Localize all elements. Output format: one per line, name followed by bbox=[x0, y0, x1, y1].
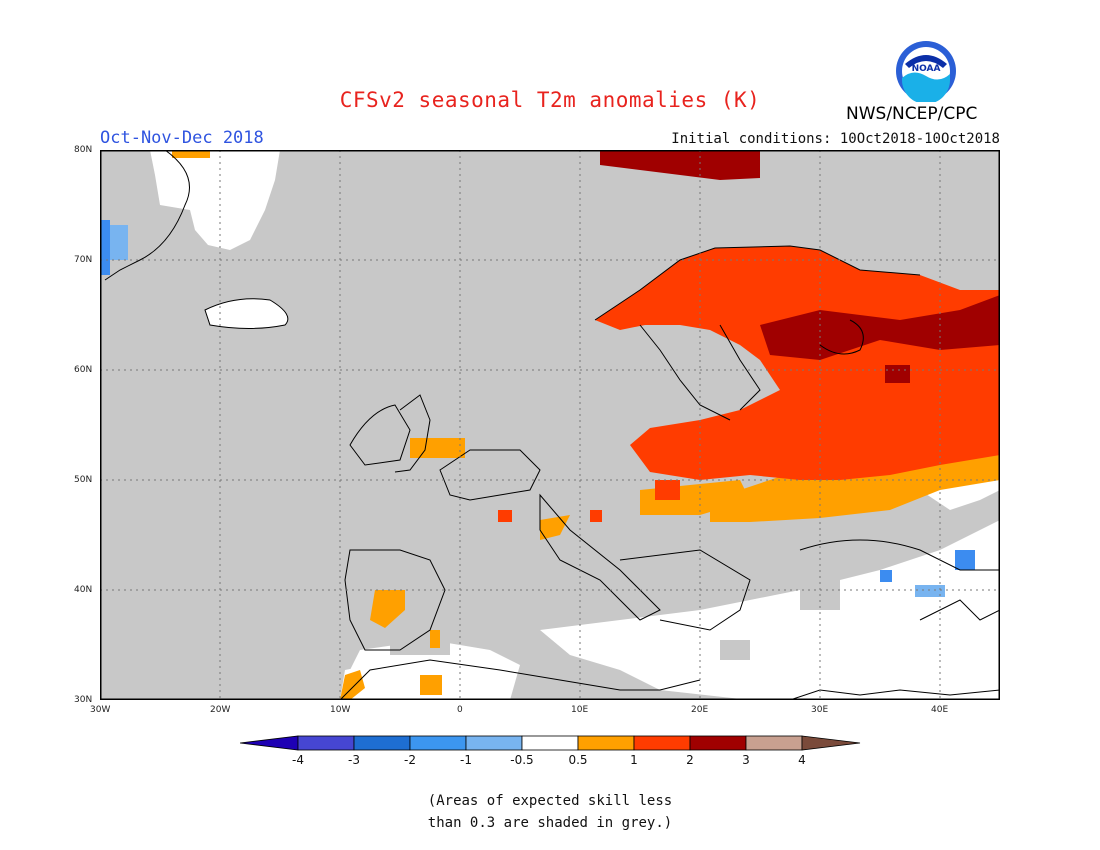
anomaly-map bbox=[100, 150, 1000, 700]
colorbar-tick-label: 1 bbox=[630, 753, 638, 767]
season-label: Oct-Nov-Dec 2018 bbox=[100, 128, 264, 148]
lon-label: 0 bbox=[457, 705, 463, 715]
colorbar-tick-label: -2 bbox=[404, 753, 416, 767]
lat-label: 40N bbox=[74, 585, 93, 595]
colorbar-segment bbox=[633, 735, 691, 751]
colorbar-segment bbox=[465, 735, 523, 751]
colorbar-tick-label: -1 bbox=[460, 753, 472, 767]
chart-title: CFSv2 seasonal T2m anomalies (K) bbox=[339, 88, 761, 112]
lon-label: 40E bbox=[931, 705, 949, 715]
lat-label: 50N bbox=[74, 475, 93, 485]
lat-label: 60N bbox=[74, 365, 93, 375]
colorbar-segment bbox=[745, 735, 803, 751]
anomaly-cool bbox=[100, 220, 975, 582]
colorbar-tick-label: 3 bbox=[742, 753, 750, 767]
lat-label: 70N bbox=[74, 255, 93, 265]
lon-label: 20E bbox=[691, 705, 709, 715]
gridlines bbox=[100, 150, 1000, 700]
colorbar-segment bbox=[689, 735, 747, 751]
lon-label: 10E bbox=[571, 705, 589, 715]
colorbar-arrow-high bbox=[801, 735, 861, 751]
colorbar-tick-label: 4 bbox=[798, 753, 806, 767]
lon-label: 30W bbox=[90, 705, 111, 715]
coastlines bbox=[104, 150, 1000, 700]
lat-label: 80N bbox=[74, 145, 93, 155]
lon-label: 30E bbox=[811, 705, 829, 715]
anomaly-cool-light bbox=[110, 225, 945, 597]
skill-note: (Areas of expected skill less than 0.3 a… bbox=[427, 793, 673, 831]
colorbar-tick-label: 2 bbox=[686, 753, 694, 767]
lon-label: 10W bbox=[330, 705, 351, 715]
colorbar-tick-label: 0.5 bbox=[568, 753, 587, 767]
noaa-logo-icon: NOAA bbox=[896, 41, 956, 102]
colorbar-segment bbox=[521, 735, 579, 751]
colorbar-segment bbox=[297, 735, 355, 751]
colorbar-tick-label: -3 bbox=[348, 753, 360, 767]
colorbar: -4 -3 -2 -1 -0.5 0.5 1 2 3 4 bbox=[240, 735, 861, 767]
organization-label: NWS/NCEP/CPC bbox=[846, 104, 978, 124]
lon-label: 20W bbox=[210, 705, 231, 715]
colorbar-tick-label: -4 bbox=[292, 753, 304, 767]
initial-conditions-label: Initial conditions: 10Oct2018-10Oct2018 bbox=[671, 131, 1000, 147]
colorbar-arrow-low bbox=[240, 735, 299, 751]
colorbar-segment bbox=[409, 735, 467, 751]
colorbar-tick-label: -0.5 bbox=[510, 753, 533, 767]
logo-text: NOAA bbox=[912, 64, 941, 74]
lat-label: 30N bbox=[74, 695, 93, 705]
map-frame bbox=[100, 150, 1000, 700]
colorbar-segment bbox=[353, 735, 411, 751]
colorbar-segment bbox=[577, 735, 635, 751]
anomaly-warm-1-2 bbox=[498, 246, 1000, 522]
